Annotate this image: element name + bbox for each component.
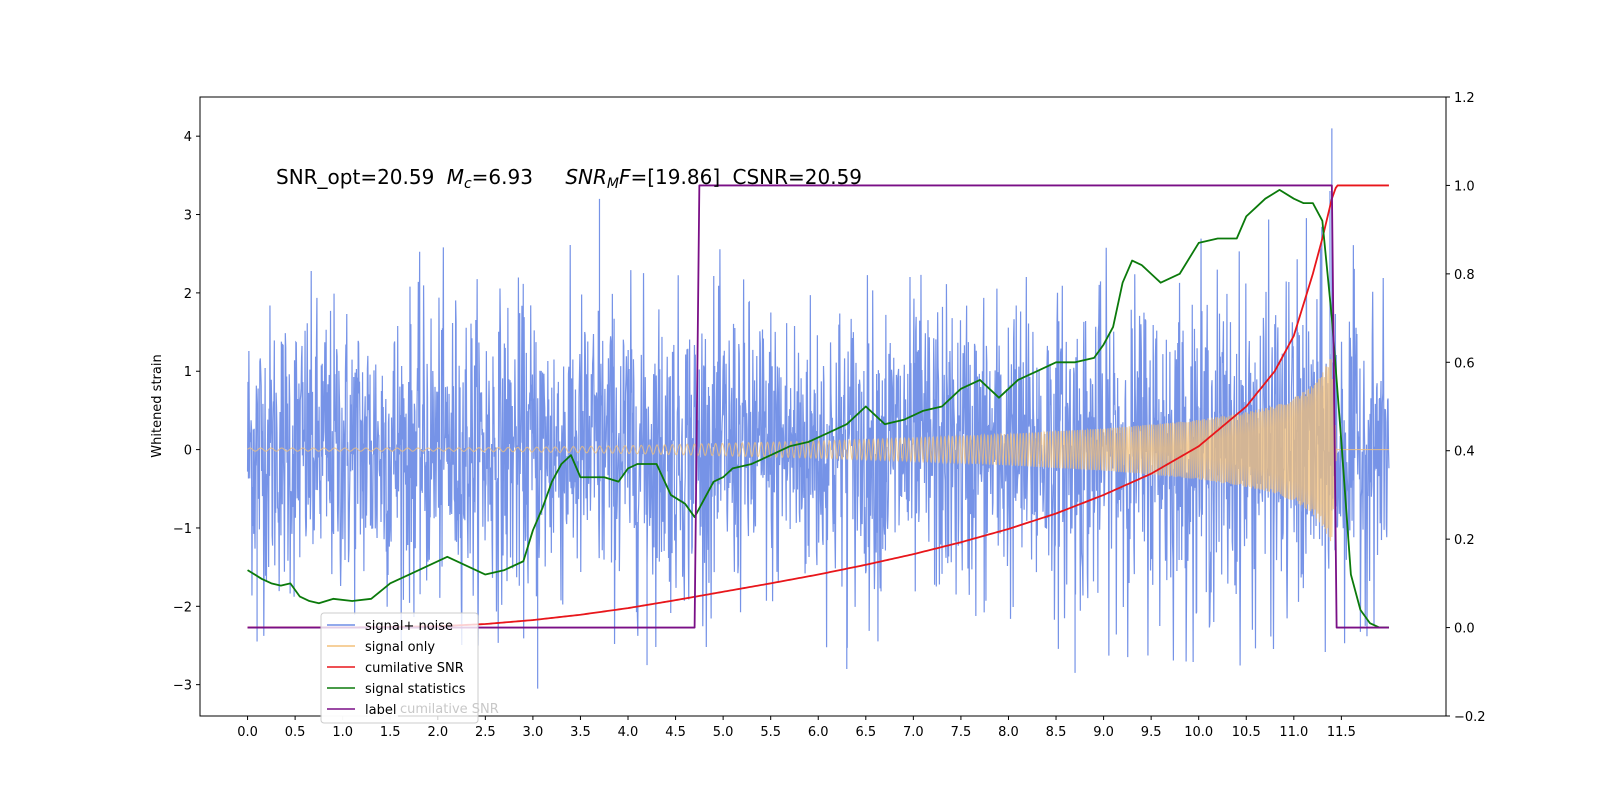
y2-tick-label: 0.0: [1454, 622, 1475, 637]
x-tick-label: 0.0: [237, 725, 258, 740]
y2-tick-label: 0.8: [1454, 268, 1475, 283]
y2-tick-label: 0.2: [1454, 533, 1475, 548]
svg-text:signal+ noise: signal+ noise: [365, 619, 453, 634]
mc-value: =6.93: [472, 165, 533, 189]
y-tick-label: −2: [173, 600, 192, 615]
svg-text:label: label: [365, 703, 396, 718]
series-signal-only: [247, 358, 1389, 542]
y-tick-label: 1: [184, 365, 192, 380]
plot-frame: [199, 96, 1447, 717]
x-tick-label: 11.0: [1279, 725, 1308, 740]
x-tick-label: 7.0: [903, 725, 924, 740]
svg-text:signal only: signal only: [365, 640, 435, 655]
x-tick-label: 8.0: [998, 725, 1019, 740]
snr-opt-text: SNR_opt=20.59: [276, 165, 434, 189]
x-tick-label: 7.5: [951, 725, 972, 740]
y-tick-label: 4: [184, 130, 192, 145]
x-tick-label: 10.0: [1184, 725, 1213, 740]
csnr-text: CSNR=20.59: [732, 165, 862, 189]
legend-item-signal-statistics: signal statistics: [327, 682, 466, 697]
snr-mf-value: =[19.86]: [631, 165, 721, 189]
y-tick-label: 2: [184, 287, 192, 302]
legend-item-cumulative-snr: cumilative SNR: [327, 661, 464, 676]
series-signal-statistics: [247, 188, 1389, 629]
legend-box: [320, 612, 479, 724]
x-tick-label: 1.0: [332, 725, 353, 740]
series-signal-noise: [246, 128, 1390, 689]
y2-tick-label: 1.2: [1454, 91, 1475, 106]
x-tick-label: 9.0: [1093, 725, 1114, 740]
y-tick-label: 0: [184, 444, 192, 459]
x-tick-label: 3.0: [523, 725, 544, 740]
x-tick-label: 5.0: [713, 725, 734, 740]
svg-text:SNR_opt=20.59 Mc=6.93: SNR_opt=20.59 Mc=6.93 SNRMF=[19.86] CSNR…: [276, 165, 862, 192]
y-tick-label: −3: [173, 679, 192, 694]
y-axis-title: Whitened strain: [150, 354, 165, 457]
y2-tick-label: 1.0: [1454, 179, 1475, 194]
svg-text:cumilative SNR: cumilative SNR: [365, 661, 464, 676]
legend-item-signal-noise: signal+ noise: [327, 619, 453, 634]
legend: cumilative SNR signal+ noise signal only…: [320, 612, 499, 724]
x-tick-label: 3.5: [570, 725, 591, 740]
legend-item-signal-only: signal only: [327, 640, 435, 655]
y2-tick-label: −0.2: [1454, 710, 1486, 725]
x-tick-label: 2.0: [427, 725, 448, 740]
x-tick-label: 6.0: [808, 725, 829, 740]
y-tick-label: 3: [184, 209, 192, 224]
x-tick-label: 11.5: [1327, 725, 1356, 740]
x-tick-label: 2.5: [475, 725, 496, 740]
x-tick-label: 5.5: [760, 725, 781, 740]
x-axis: 0.0 0.5 1.0 1.5 2.0 2.5 3.0 3.5 4.0 4.5 5.0 5.5 6.0 6…: [237, 716, 1356, 740]
x-tick-label: 8.5: [1046, 725, 1067, 740]
x-tick-label: 6.5: [855, 725, 876, 740]
series-label: [247, 184, 1389, 629]
y2-tick-label: 0.4: [1454, 445, 1475, 460]
series-layer: [246, 128, 1390, 689]
svg-text:signal statistics: signal statistics: [365, 682, 466, 697]
legend-ghost-text: cumilative SNR: [400, 702, 499, 717]
x-tick-label: 9.5: [1141, 725, 1162, 740]
y2-tick-label: 0.6: [1454, 356, 1475, 371]
y-axis-right: −0.2 0.0 0.2 0.4 0.6 0.8 1.0 1.2: [1446, 91, 1486, 725]
legend-item-label: label: [327, 703, 396, 718]
x-tick-label: 1.5: [380, 725, 401, 740]
x-tick-label: 10.5: [1232, 725, 1261, 740]
snr-annotation: SNR_opt=20.59 Mc=6.93 SNRMF=[19.86] CSNR…: [276, 165, 862, 192]
y-axis-left: −3 −2 −1 0 1 2 3 4: [173, 130, 200, 694]
x-tick-label: 0.5: [285, 725, 306, 740]
x-tick-label: 4.5: [665, 725, 686, 740]
x-tick-label: 4.0: [618, 725, 639, 740]
y-tick-label: −1: [173, 522, 192, 537]
